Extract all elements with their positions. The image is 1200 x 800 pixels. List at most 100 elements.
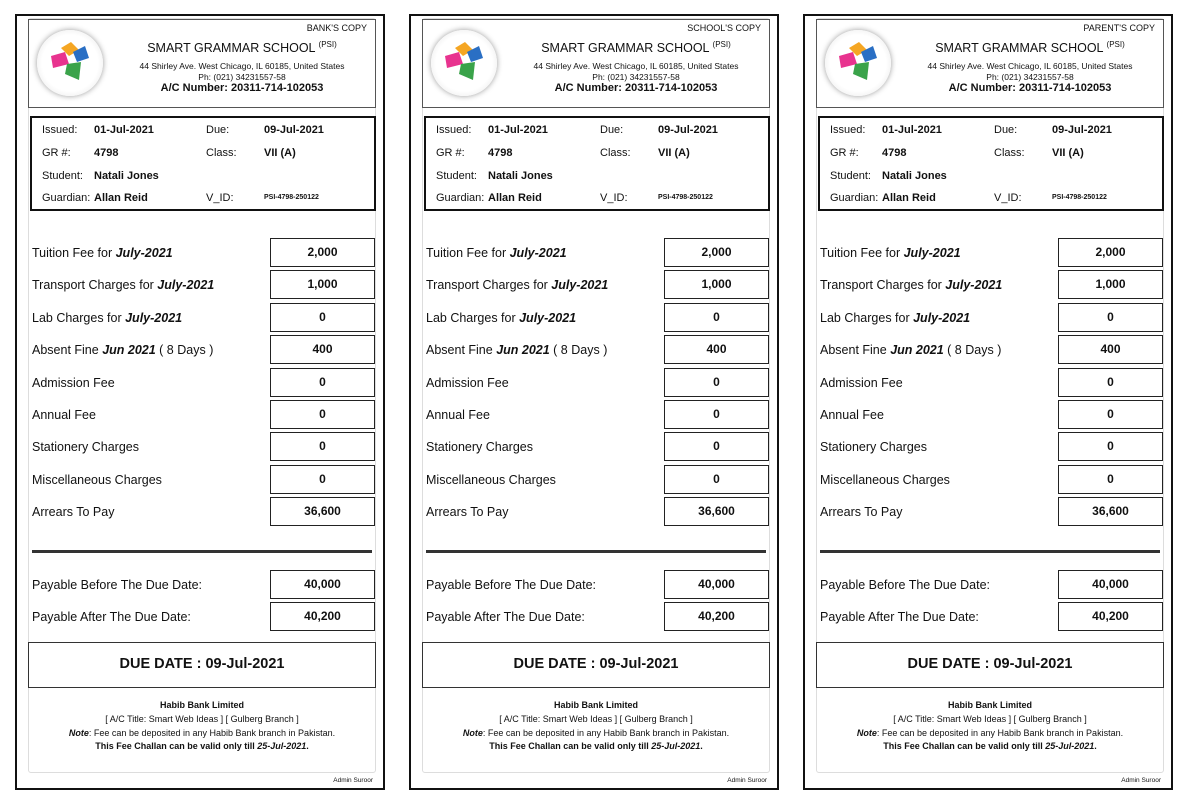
admin-name: Admin Suroor xyxy=(1121,777,1161,784)
fee-amount: 0 xyxy=(270,432,375,462)
fee-row: Tuition Fee for July-2021 2,000 xyxy=(426,238,769,268)
fee-amount: 0 xyxy=(664,302,769,332)
bank-footer: Habib Bank Limited [ A/C Title: Smart We… xyxy=(816,699,1164,754)
fee-amount: 0 xyxy=(270,367,375,397)
gr-number: 4798 xyxy=(488,147,513,159)
school-address: 44 Shirley Ave. West Chicago, IL 60185, … xyxy=(533,61,739,71)
fee-amount: 1,000 xyxy=(270,270,375,300)
fee-amount: 36,600 xyxy=(1058,497,1163,527)
issued-date: 01-Jul-2021 xyxy=(488,124,548,136)
student-info: Issued: 01-Jul-2021 Due: 09-Jul-2021 GR #: 4… xyxy=(424,116,770,211)
fee-amount: 36,600 xyxy=(664,497,769,527)
fee-row: Admission Fee 0 xyxy=(32,367,375,398)
fee-amount: 2,000 xyxy=(1058,238,1163,267)
fee-row: Miscellaneous Charges 0 xyxy=(32,464,375,495)
school-logo xyxy=(839,42,877,80)
copy-label: BANK'S COPY xyxy=(306,23,367,33)
logo xyxy=(37,30,103,96)
bank-name: Habib Bank Limited xyxy=(159,700,244,710)
fee-row: Absent Fine Jun 2021 ( 8 Days ) 400 xyxy=(426,335,769,365)
payable-row: Payable After The Due Date: 40,200 xyxy=(820,601,1163,632)
logo xyxy=(431,30,497,96)
fee-amount: 1,000 xyxy=(1058,270,1163,300)
logo xyxy=(825,30,891,96)
guardian-name: Allan Reid xyxy=(882,192,936,204)
fee-amount: 400 xyxy=(664,335,769,365)
gr-number: 4798 xyxy=(94,147,119,159)
divider xyxy=(820,550,1160,553)
due-date-banner: DUE DATE : 09-Jul-2021 xyxy=(28,642,376,688)
fee-row: Lab Charges for July-2021 0 xyxy=(426,302,769,333)
bank-name: Habib Bank Limited xyxy=(553,700,638,710)
guardian-name: Allan Reid xyxy=(94,192,148,204)
payable-row: Payable After The Due Date: 40,200 xyxy=(32,601,375,632)
school-logo xyxy=(51,42,89,80)
due-date-banner: DUE DATE : 09-Jul-2021 xyxy=(422,642,770,688)
fee-row: Arrears To Pay 36,600 xyxy=(426,497,769,527)
fee-amount: 1,000 xyxy=(664,270,769,300)
fee-row: Miscellaneous Charges 0 xyxy=(820,464,1163,495)
payable-amount: 40,200 xyxy=(270,601,375,631)
fee-row: Transport Charges for July-2021 1,000 xyxy=(32,270,375,300)
school-name: SMART GRAMMAR SCHOOL xyxy=(147,41,316,56)
guardian-name: Allan Reid xyxy=(488,192,542,204)
fee-amount: 0 xyxy=(1058,302,1163,332)
fee-amount: 0 xyxy=(270,302,375,332)
fee-row: Annual Fee 0 xyxy=(32,400,375,430)
school-phone: Ph: (021) 34231557-58 xyxy=(198,72,286,82)
challan-0: BANK'S COPY SMART GRAMMAR SCHOOL (PSI) 4… xyxy=(15,14,385,790)
admin-name: Admin Suroor xyxy=(727,777,767,784)
fee-amount: 0 xyxy=(664,464,769,494)
fee-row: Absent Fine Jun 2021 ( 8 Days ) 400 xyxy=(820,335,1163,365)
student-name: Natali Jones xyxy=(94,170,159,182)
student-name: Natali Jones xyxy=(488,170,553,182)
fee-row: Miscellaneous Charges 0 xyxy=(426,464,769,495)
school-address: 44 Shirley Ave. West Chicago, IL 60185, … xyxy=(139,61,345,71)
fee-row: Stationery Charges 0 xyxy=(820,432,1163,462)
school-header: SCHOOL'S COPY SMART GRAMMAR SCHOOL (PSI)… xyxy=(422,19,770,108)
class: VII (A) xyxy=(658,147,690,159)
payable-row: Payable Before The Due Date: 40,000 xyxy=(32,570,375,600)
fee-amount: 0 xyxy=(270,464,375,494)
payable-amount: 40,000 xyxy=(270,570,375,599)
class: VII (A) xyxy=(1052,147,1084,159)
school-name: SMART GRAMMAR SCHOOL xyxy=(935,41,1104,56)
fee-row: Transport Charges for July-2021 1,000 xyxy=(426,270,769,300)
payable-row: Payable After The Due Date: 40,200 xyxy=(426,601,769,632)
challan-2: PARENT'S COPY SMART GRAMMAR SCHOOL (PSI)… xyxy=(803,14,1173,790)
fee-row: Annual Fee 0 xyxy=(820,400,1163,430)
bank-footer: Habib Bank Limited [ A/C Title: Smart We… xyxy=(28,699,376,754)
divider xyxy=(426,550,766,553)
due-date: 09-Jul-2021 xyxy=(264,124,324,136)
fee-amount: 0 xyxy=(664,367,769,397)
due-date: 09-Jul-2021 xyxy=(1052,124,1112,136)
fee-row: Annual Fee 0 xyxy=(426,400,769,430)
due-date-banner: DUE DATE : 09-Jul-2021 xyxy=(816,642,1164,688)
copy-label: PARENT'S COPY xyxy=(1083,23,1155,33)
challan-1: SCHOOL'S COPY SMART GRAMMAR SCHOOL (PSI)… xyxy=(409,14,779,790)
bank-footer: Habib Bank Limited [ A/C Title: Smart We… xyxy=(422,699,770,754)
fee-row: Tuition Fee for July-2021 2,000 xyxy=(820,238,1163,268)
admin-name: Admin Suroor xyxy=(333,777,373,784)
payable-row: Payable Before The Due Date: 40,000 xyxy=(820,570,1163,600)
issued-date: 01-Jul-2021 xyxy=(882,124,942,136)
issued-date: 01-Jul-2021 xyxy=(94,124,154,136)
fee-row: Arrears To Pay 36,600 xyxy=(32,497,375,527)
fee-amount: 2,000 xyxy=(664,238,769,267)
school-phone: Ph: (021) 34231557-58 xyxy=(986,72,1074,82)
student-name: Natali Jones xyxy=(882,170,947,182)
due-date: 09-Jul-2021 xyxy=(658,124,718,136)
ac-number: A/C Number: 20311-714-102053 xyxy=(948,82,1112,94)
voucher-id: PSI-4798-250122 xyxy=(658,194,713,201)
student-info: Issued: 01-Jul-2021 Due: 09-Jul-2021 GR #: 4… xyxy=(818,116,1164,211)
fee-amount: 0 xyxy=(1058,432,1163,462)
fee-amount: 400 xyxy=(1058,335,1163,365)
fee-row: Admission Fee 0 xyxy=(426,367,769,398)
fee-amount: 0 xyxy=(664,400,769,429)
fee-amount: 2,000 xyxy=(270,238,375,267)
payable-amount: 40,000 xyxy=(1058,570,1163,599)
fee-amount: 0 xyxy=(664,432,769,462)
student-info: Issued: 01-Jul-2021 Due: 09-Jul-2021 GR #: 4… xyxy=(30,116,376,211)
divider xyxy=(32,550,372,553)
school-name: SMART GRAMMAR SCHOOL xyxy=(541,41,710,56)
